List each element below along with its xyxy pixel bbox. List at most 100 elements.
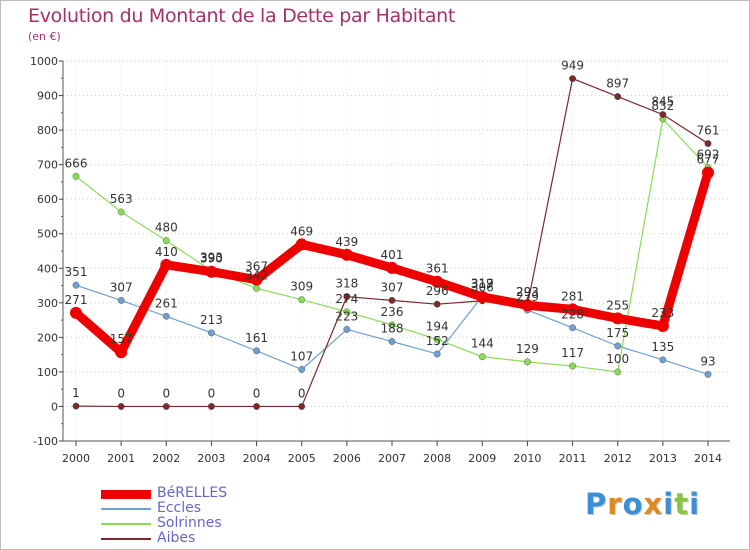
data-label: 410 [155, 245, 178, 259]
data-label: 117 [561, 346, 584, 360]
data-point [162, 403, 170, 410]
data-point [72, 281, 80, 289]
data-label: 563 [110, 192, 133, 206]
x-tick-label: 2007 [378, 452, 406, 465]
y-tick-label: 200 [37, 331, 58, 344]
data-point [704, 140, 712, 147]
legend-swatch [101, 489, 151, 499]
x-tick-label: 2006 [333, 452, 361, 465]
x-tick-label: 2004 [243, 452, 271, 465]
data-label: 367 [245, 260, 268, 274]
x-tick-label: 2000 [62, 452, 90, 465]
data-label: 897 [606, 77, 629, 91]
x-tick-label: 2012 [604, 452, 632, 465]
x-tick-label: 2008 [423, 452, 451, 465]
data-label: 223 [335, 309, 358, 323]
data-point [253, 284, 260, 292]
logo-letter: o [622, 487, 644, 521]
data-label: 692 [697, 147, 720, 161]
data-point [343, 293, 351, 300]
data-point [115, 346, 128, 359]
data-point [117, 403, 125, 410]
y-tick-label: 100 [37, 366, 58, 379]
data-label: 100 [606, 352, 629, 366]
data-point [433, 350, 441, 358]
data-label: 161 [245, 331, 268, 345]
x-tick-label: 2003 [197, 452, 225, 465]
data-label: 129 [516, 342, 539, 356]
data-point [566, 303, 579, 316]
plot-area [63, 61, 730, 441]
data-point [569, 362, 576, 370]
data-point [117, 296, 125, 304]
logo-letter: i [689, 487, 701, 521]
data-point [298, 366, 306, 373]
data-point [253, 403, 260, 410]
data-label: 281 [561, 289, 584, 303]
data-label: 319 [471, 276, 494, 290]
data-point [614, 342, 622, 350]
data-label: 0 [253, 386, 261, 400]
data-label: 361 [426, 262, 449, 276]
data-point [521, 299, 534, 312]
legend-label: Aibes [157, 530, 196, 546]
data-point [388, 296, 396, 304]
logo-letter: i [663, 487, 675, 521]
data-point [298, 296, 306, 304]
data-label: 233 [651, 306, 674, 320]
legend-swatch [101, 538, 151, 540]
y-tick-label: 1000 [30, 55, 58, 68]
x-tick-label: 2011 [559, 452, 587, 465]
x-tick-label: 2005 [288, 452, 316, 465]
data-point [433, 300, 441, 308]
data-point [659, 111, 667, 118]
data-point [704, 370, 712, 378]
y-tick-label: 700 [37, 159, 58, 172]
data-point [70, 306, 82, 319]
data-label: 469 [290, 224, 313, 238]
data-label: 296 [426, 284, 449, 298]
data-label: 152 [426, 334, 449, 348]
y-tick-label: 400 [37, 262, 58, 275]
data-label: 761 [697, 124, 720, 138]
x-tick-label: 2009 [468, 452, 496, 465]
data-label: 228 [561, 308, 584, 322]
data-point [431, 275, 444, 288]
legend-label: Eccles [157, 500, 202, 516]
data-label: 393 [200, 251, 223, 265]
data-point [702, 166, 714, 179]
y-tick-label: 900 [37, 90, 58, 103]
data-point [162, 237, 170, 245]
data-label: 293 [516, 285, 539, 299]
data-point [205, 265, 218, 278]
data-point [659, 356, 667, 364]
legend-swatch [101, 508, 151, 510]
data-point [208, 403, 215, 410]
y-tick-label: 600 [37, 193, 58, 206]
data-point [386, 261, 398, 274]
data-label: 213 [200, 313, 223, 327]
data-point [388, 338, 396, 345]
data-point [295, 238, 308, 251]
data-point [160, 258, 173, 271]
data-point [72, 172, 80, 180]
data-label: 1 [72, 386, 80, 400]
y-tick-label: 0 [51, 400, 58, 413]
data-point [524, 358, 531, 366]
y-tick-label: 500 [37, 228, 58, 241]
data-label: 93 [700, 354, 715, 368]
data-label: 342 [245, 268, 268, 282]
data-label: 107 [290, 349, 313, 363]
data-label: 307 [381, 280, 404, 294]
logo-letter: P [585, 487, 608, 521]
data-point [476, 290, 489, 303]
data-label: 0 [208, 386, 216, 400]
data-label: 194 [426, 319, 449, 333]
data-point [343, 326, 351, 333]
data-point [298, 403, 306, 410]
data-label: 307 [110, 280, 133, 294]
data-label: 949 [561, 59, 584, 73]
data-label: 144 [471, 337, 494, 351]
